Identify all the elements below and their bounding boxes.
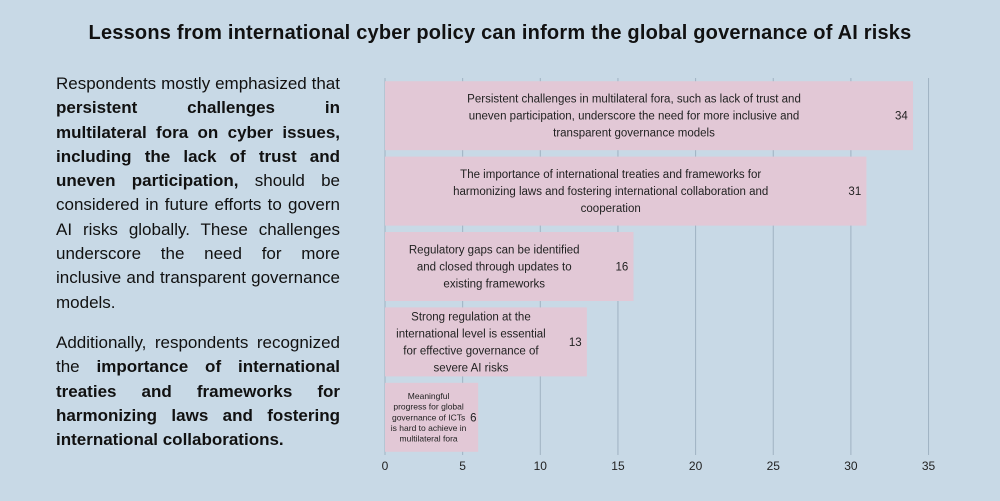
summary-paragraph-2: Additionally, respondents recognized the… xyxy=(56,332,340,450)
data-label: 13 xyxy=(569,337,582,349)
bar xyxy=(385,307,587,377)
summary-text: Respondents mostly emphasized that persi… xyxy=(56,72,340,468)
x-tick-label: 20 xyxy=(689,459,703,473)
data-label: 34 xyxy=(895,111,908,123)
x-tick-label: 0 xyxy=(382,459,389,473)
data-label: 31 xyxy=(848,186,861,198)
x-tick-label: 5 xyxy=(459,459,466,473)
chart-title: Lessons from international cyber policy … xyxy=(88,22,912,44)
bar-label: Meaningful progress for global governance … xyxy=(391,391,467,443)
bar-label: Persistent challenges in multilateral fo… xyxy=(467,94,801,140)
x-tick-label: 10 xyxy=(534,459,548,473)
summary-paragraph-1: Respondents mostly emphasized that persi… xyxy=(56,74,340,312)
x-tick-label: 25 xyxy=(767,459,781,473)
bar-label: Regulatory gaps can be identified and clo… xyxy=(409,245,580,291)
bar-label: The importance of international treaties… xyxy=(453,169,768,215)
data-label: 6 xyxy=(470,412,476,424)
x-tick-label: 35 xyxy=(922,459,936,473)
bar xyxy=(385,156,867,226)
bar xyxy=(385,232,634,301)
x-tick-label: 15 xyxy=(611,459,625,473)
data-label: 16 xyxy=(615,262,628,274)
bar-label: Strong regulation at the international le… xyxy=(396,311,546,374)
bar xyxy=(385,81,914,151)
x-tick-label: 30 xyxy=(844,459,858,473)
bar xyxy=(385,382,479,452)
